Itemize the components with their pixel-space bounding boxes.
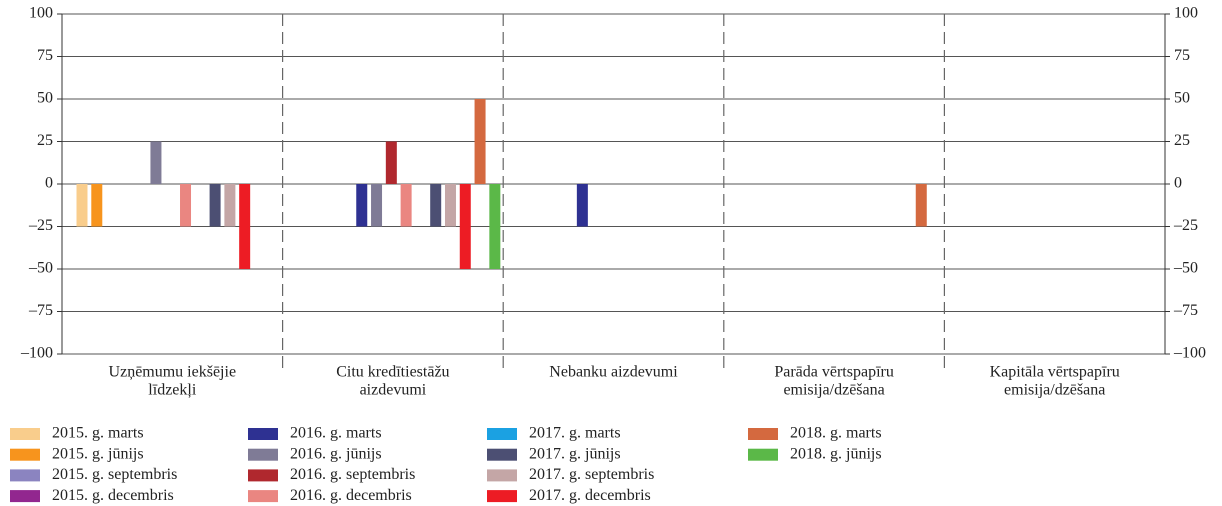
y-tick-label: 100 — [29, 5, 53, 22]
y-tick-label: 0 — [45, 175, 53, 192]
bar — [209, 184, 221, 227]
bar — [444, 184, 456, 227]
x-tick-label: emisija/dzēšana — [783, 382, 884, 399]
x-tick-label: Kapitāla vērtspapīru — [990, 364, 1120, 381]
bar — [430, 184, 442, 227]
legend-label: 2017. g. decembris — [529, 487, 651, 504]
legend-swatch — [10, 469, 40, 482]
bar — [474, 99, 486, 184]
legend-swatch — [248, 428, 278, 440]
legend-swatch — [248, 490, 278, 503]
x-tick-label: Uzņēmumu iekšējie — [109, 364, 237, 381]
y2-tick-label: –75 — [1173, 302, 1198, 319]
legend-label: 2016. g. jūnijs — [290, 445, 382, 462]
legend-label: 2016. g. septembris — [290, 466, 415, 483]
y2-tick-label: 25 — [1174, 132, 1190, 149]
y2-tick-label: –25 — [1173, 217, 1198, 234]
legend-label: 2017. g. marts — [529, 425, 621, 442]
x-tick-label: Citu kredītiestāžu — [336, 364, 449, 381]
y2-tick-label: 75 — [1174, 47, 1190, 64]
legend-swatch — [748, 428, 778, 440]
legend-swatch — [248, 469, 278, 482]
legend-swatch — [248, 448, 278, 461]
legend-label: 2017. g. septembris — [529, 466, 654, 483]
x-tick-label: aizdevumi — [360, 382, 427, 399]
legend-label: 2017. g. jūnijs — [529, 445, 621, 462]
bar — [489, 184, 501, 269]
y-tick-label: –25 — [28, 217, 53, 234]
bar — [459, 184, 471, 269]
x-tick-label: Parāda vērtspapīru — [774, 364, 894, 381]
legend-swatch — [10, 490, 40, 503]
x-tick-label: līdzekļi — [148, 382, 197, 399]
x-tick-label: Nebanku aizdevumi — [549, 364, 678, 381]
y-tick-label: 25 — [37, 132, 53, 149]
bar — [576, 184, 588, 227]
bar — [224, 184, 236, 227]
legend-label: 2018. g. marts — [790, 425, 882, 442]
legend-swatch — [487, 469, 517, 482]
legend-label: 2018. g. jūnijs — [790, 445, 882, 462]
bar — [915, 184, 927, 227]
legend-label: 2016. g. marts — [290, 425, 382, 442]
bar — [356, 184, 368, 227]
legend-label: 2015. g. jūnijs — [52, 445, 144, 462]
legend-label: 2015. g. decembris — [52, 487, 174, 504]
y-tick-label: 50 — [37, 90, 53, 107]
bar — [385, 141, 397, 184]
y-tick-label: –100 — [20, 345, 53, 362]
y2-tick-label: 50 — [1174, 90, 1190, 107]
legend-label: 2015. g. septembris — [52, 466, 177, 483]
bar — [239, 184, 251, 269]
y2-tick-label: –50 — [1173, 260, 1198, 277]
legend-swatch — [10, 448, 40, 461]
bar — [371, 184, 383, 227]
legend-swatch — [487, 490, 517, 503]
bar — [180, 184, 192, 227]
y-tick-label: –75 — [28, 302, 53, 319]
y2-tick-label: 0 — [1174, 175, 1182, 192]
legend-label: 2015. g. marts — [52, 425, 144, 442]
y2-tick-label: 100 — [1174, 5, 1198, 22]
x-tick-label: emisija/dzēšana — [1004, 382, 1105, 399]
legend-swatch — [10, 428, 40, 440]
bar — [91, 184, 103, 227]
legend-swatch — [748, 448, 778, 461]
bar — [76, 184, 88, 227]
bar — [400, 184, 412, 227]
legend-swatch — [487, 448, 517, 461]
bar — [150, 141, 162, 184]
y-tick-label: 75 — [37, 47, 53, 64]
legend-label: 2016. g. decembris — [290, 487, 412, 504]
y-tick-label: –50 — [28, 260, 53, 277]
y2-tick-label: –100 — [1173, 345, 1206, 362]
legend-swatch — [487, 428, 517, 440]
